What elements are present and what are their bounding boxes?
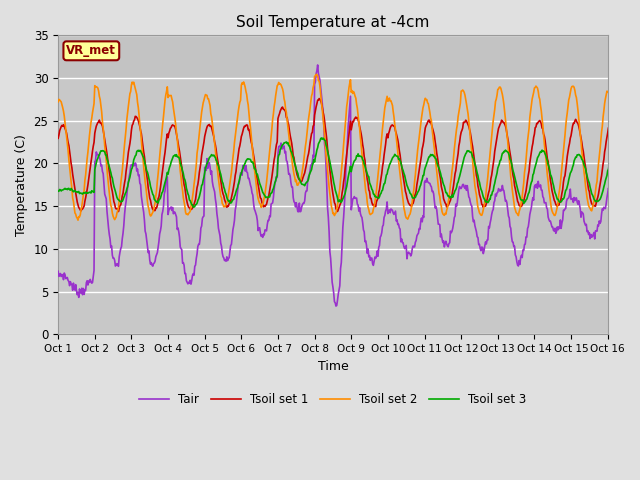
Tsoil set 2	[124, 109, 131, 115]
Tair	[230, 217, 238, 223]
Tsoil set 1	[413, 182, 420, 188]
Tsoil set 1	[260, 203, 268, 208]
Tsoil set 3	[446, 195, 454, 201]
Tsoil set 2	[446, 190, 454, 195]
Tair	[332, 303, 340, 309]
Tsoil set 2	[282, 109, 290, 115]
Tsoil set 3	[317, 135, 325, 141]
Bar	[58, 164, 608, 249]
Tsoil set 1	[282, 115, 290, 120]
Tair	[123, 192, 131, 198]
Tsoil set 1	[446, 199, 454, 205]
Line: Tsoil set 3: Tsoil set 3	[58, 138, 640, 207]
Text: VR_met: VR_met	[67, 44, 116, 57]
Line: Tsoil set 1: Tsoil set 1	[58, 98, 640, 212]
Y-axis label: Temperature (C): Temperature (C)	[15, 134, 28, 236]
Line: Tsoil set 2: Tsoil set 2	[58, 74, 640, 220]
Title: Soil Temperature at -4cm: Soil Temperature at -4cm	[236, 15, 429, 30]
Tair	[54, 268, 62, 274]
Tsoil set 1	[115, 209, 122, 215]
Line: Tair: Tair	[58, 65, 640, 306]
Tsoil set 3	[54, 188, 62, 194]
Legend: Tair, Tsoil set 1, Tsoil set 2, Tsoil set 3: Tair, Tsoil set 1, Tsoil set 2, Tsoil se…	[134, 388, 531, 410]
Tair	[260, 231, 268, 237]
Tsoil set 1	[316, 96, 323, 101]
Tsoil set 1	[124, 156, 131, 162]
Tsoil set 3	[413, 192, 420, 197]
Tsoil set 3	[232, 192, 239, 198]
Tsoil set 2	[260, 195, 268, 201]
Tsoil set 3	[260, 192, 268, 198]
Tsoil set 3	[189, 204, 197, 210]
Tsoil set 1	[54, 135, 62, 141]
Tair	[282, 149, 289, 155]
X-axis label: Time: Time	[317, 360, 348, 372]
Tsoil set 2	[54, 99, 62, 105]
Tsoil set 1	[232, 172, 239, 178]
Tsoil set 2	[232, 133, 239, 139]
Bar	[58, 36, 608, 78]
Tair	[314, 62, 321, 68]
Tsoil set 2	[74, 217, 82, 223]
Tsoil set 3	[282, 139, 290, 145]
Tsoil set 2	[413, 155, 420, 161]
Tair	[413, 233, 420, 239]
Tsoil set 2	[312, 72, 320, 77]
Tsoil set 3	[123, 186, 131, 192]
Tair	[446, 240, 454, 246]
